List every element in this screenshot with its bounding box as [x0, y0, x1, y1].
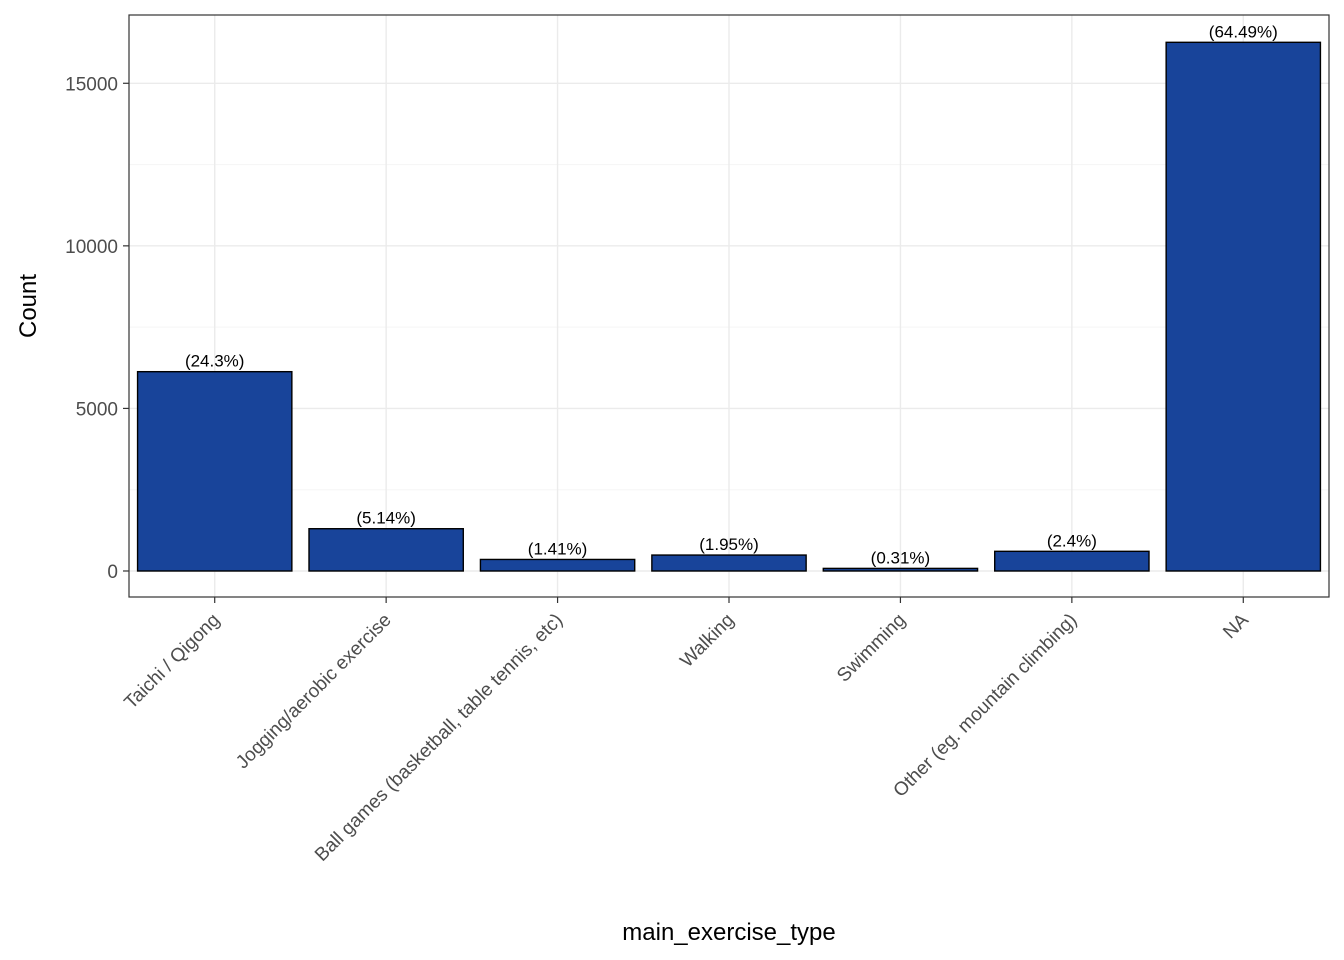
y-axis-title: Count	[15, 274, 42, 338]
y-tick-label: 10000	[65, 237, 118, 258]
bar-label: (0.31%)	[871, 548, 931, 567]
y-tick-label: 15000	[65, 74, 118, 95]
bar-label: (1.95%)	[699, 535, 759, 554]
bar	[994, 550, 1150, 572]
bar	[136, 370, 293, 572]
bar-label: (5.14%)	[356, 509, 416, 528]
bar	[651, 554, 807, 572]
bar	[822, 567, 979, 572]
bars	[136, 41, 1322, 572]
bar	[1165, 41, 1322, 572]
grid	[129, 15, 1329, 597]
bar-label: (64.49%)	[1209, 22, 1278, 41]
bar-labels: (24.3%) (5.14%) (1.41%) (1.95%) (0.31%) (2.4%…	[185, 22, 1278, 567]
bar	[308, 528, 464, 572]
y-tick-label: 5000	[76, 399, 118, 420]
bar-label: (1.41%)	[528, 539, 588, 558]
bar-label: (2.4%)	[1047, 531, 1097, 550]
y-tick-label: 0	[107, 562, 118, 583]
bar	[479, 558, 636, 572]
x-axis-title: main_exercise_type	[622, 919, 835, 946]
bar-label: (24.3%)	[185, 352, 245, 371]
